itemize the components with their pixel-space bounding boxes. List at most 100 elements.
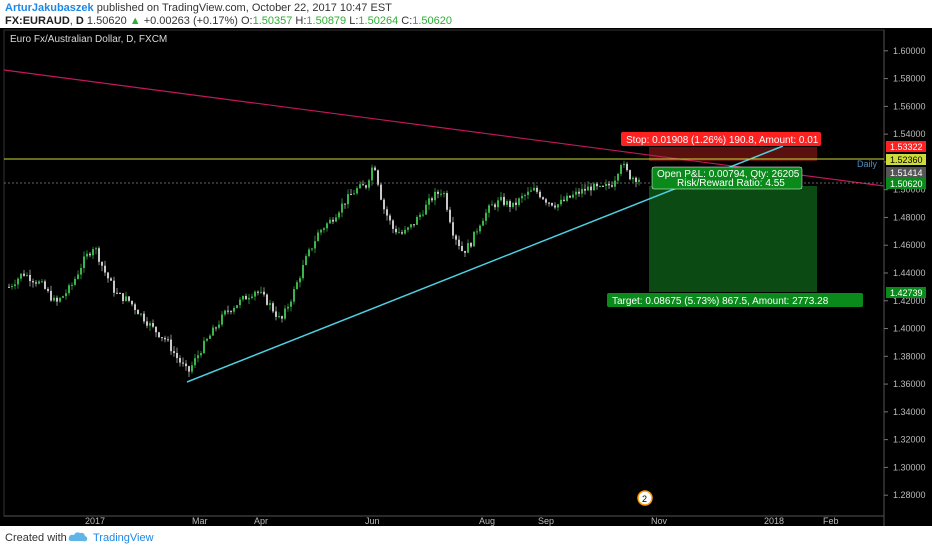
candle-body xyxy=(584,188,586,191)
chart-area[interactable]: Euro Fx/Australian Dollar, D, FXCM 1.600… xyxy=(0,28,932,526)
candle-body xyxy=(638,179,640,182)
target-price-text: 1.42739 xyxy=(890,288,923,298)
candle-body xyxy=(542,197,544,200)
candle-body xyxy=(278,316,280,318)
candle-body xyxy=(344,203,346,205)
candle-body xyxy=(275,311,277,317)
candle-body xyxy=(17,278,19,285)
candle-body xyxy=(110,278,112,281)
candle-body xyxy=(545,199,547,203)
time-tick-label: Aug xyxy=(479,516,495,526)
candle-body xyxy=(239,299,241,306)
candle-body xyxy=(437,191,439,194)
candle-body xyxy=(122,293,124,302)
high-value: 1.50879 xyxy=(306,15,347,27)
price-tick-label: 1.30000 xyxy=(893,462,926,472)
candle-body xyxy=(341,203,343,213)
candle-body xyxy=(635,177,637,182)
candle-body xyxy=(95,248,97,250)
open-pnl-box[interactable] xyxy=(651,166,803,190)
candle-body xyxy=(302,265,304,279)
candle-body xyxy=(512,202,514,208)
publish-info: published on TradingView.com, October 22… xyxy=(96,2,392,14)
candle-body xyxy=(482,220,484,226)
price-tick-label: 1.48000 xyxy=(893,212,926,222)
candle-body xyxy=(296,282,298,290)
candle-body xyxy=(242,295,244,300)
candle-body xyxy=(452,222,454,236)
time-tick-label: Sep xyxy=(538,516,554,526)
price-chart[interactable]: Euro Fx/Australian Dollar, D, FXCM 1.600… xyxy=(0,28,932,526)
price-tick-label: 1.54000 xyxy=(893,129,926,139)
candle-body xyxy=(317,232,319,242)
last-price: 1.50620 xyxy=(86,15,127,27)
candle-body xyxy=(590,186,592,191)
candle-body xyxy=(335,217,337,222)
low-label: L: xyxy=(349,15,359,27)
target-label-box[interactable] xyxy=(607,293,863,307)
candle-body xyxy=(356,188,358,194)
candle-body xyxy=(461,246,463,251)
candle-body xyxy=(308,249,310,257)
price-tick-label: 1.46000 xyxy=(893,240,926,250)
timeframe: D xyxy=(75,15,84,27)
resistance-trendline[interactable] xyxy=(3,69,885,187)
candle-body xyxy=(362,184,364,186)
candle-body xyxy=(98,248,100,262)
stop-label: Stop: 0.01908 (1.26%) 190.8, Amount: 0.0… xyxy=(626,135,819,146)
candle-body xyxy=(593,183,595,191)
candle-body xyxy=(617,173,619,181)
candle-body xyxy=(521,195,523,199)
candle-body xyxy=(68,285,70,294)
candle-body xyxy=(194,358,196,366)
price-tick-label: 1.38000 xyxy=(893,351,926,361)
candle-body xyxy=(551,202,553,206)
candle-body xyxy=(434,191,436,201)
candle-body xyxy=(269,303,271,305)
candle-body xyxy=(404,229,406,234)
candle-body xyxy=(320,229,322,233)
time-tick-label: 2017 xyxy=(85,516,105,526)
candle-body xyxy=(488,205,490,213)
events-badge-icon[interactable] xyxy=(637,490,653,506)
time-tick-label: Jun xyxy=(365,516,380,526)
candle-body xyxy=(158,332,160,338)
candle-body xyxy=(137,309,139,315)
candle-body xyxy=(458,239,460,247)
candle-body xyxy=(338,212,340,218)
time-tick-label: Apr xyxy=(254,516,268,526)
candle-body xyxy=(212,327,214,336)
time-tick-label: 2018 xyxy=(764,516,784,526)
candle-body xyxy=(251,296,253,298)
footer: Created with TradingView xyxy=(0,526,932,550)
stop-label-box[interactable] xyxy=(621,132,821,146)
candle-body xyxy=(89,253,91,256)
candle-body xyxy=(164,337,166,340)
candle-body xyxy=(443,193,445,195)
price-tick-label: 1.40000 xyxy=(893,324,926,334)
symbol-name[interactable]: FX:EURAUD xyxy=(5,15,70,27)
candle-body xyxy=(515,202,517,205)
candle-body xyxy=(62,296,64,298)
candle-body xyxy=(395,228,397,233)
author-link[interactable]: ArturJakubaszek xyxy=(5,2,94,14)
tradingview-brand-link[interactable]: TradingView xyxy=(93,532,154,544)
candle-body xyxy=(329,219,331,224)
candle-body xyxy=(311,248,313,250)
candle-body xyxy=(29,274,31,282)
low-value: 1.50264 xyxy=(358,15,399,27)
candle-body xyxy=(569,195,571,198)
events-badge: 2 xyxy=(642,494,647,504)
publish-line: ArturJakubaszek published on TradingView… xyxy=(5,2,392,15)
candle-body xyxy=(131,300,133,305)
time-tick-label: Nov xyxy=(651,516,668,526)
created-with-text: Created with xyxy=(5,532,67,544)
candle-body xyxy=(623,163,625,166)
close-label: C: xyxy=(401,15,413,27)
time-tick-label: Mar xyxy=(192,516,208,526)
candle-body xyxy=(611,185,613,187)
candle-body xyxy=(32,281,34,283)
candle-body xyxy=(497,200,499,208)
candle-body xyxy=(401,232,403,234)
tradingview-cloud-icon xyxy=(68,532,88,542)
